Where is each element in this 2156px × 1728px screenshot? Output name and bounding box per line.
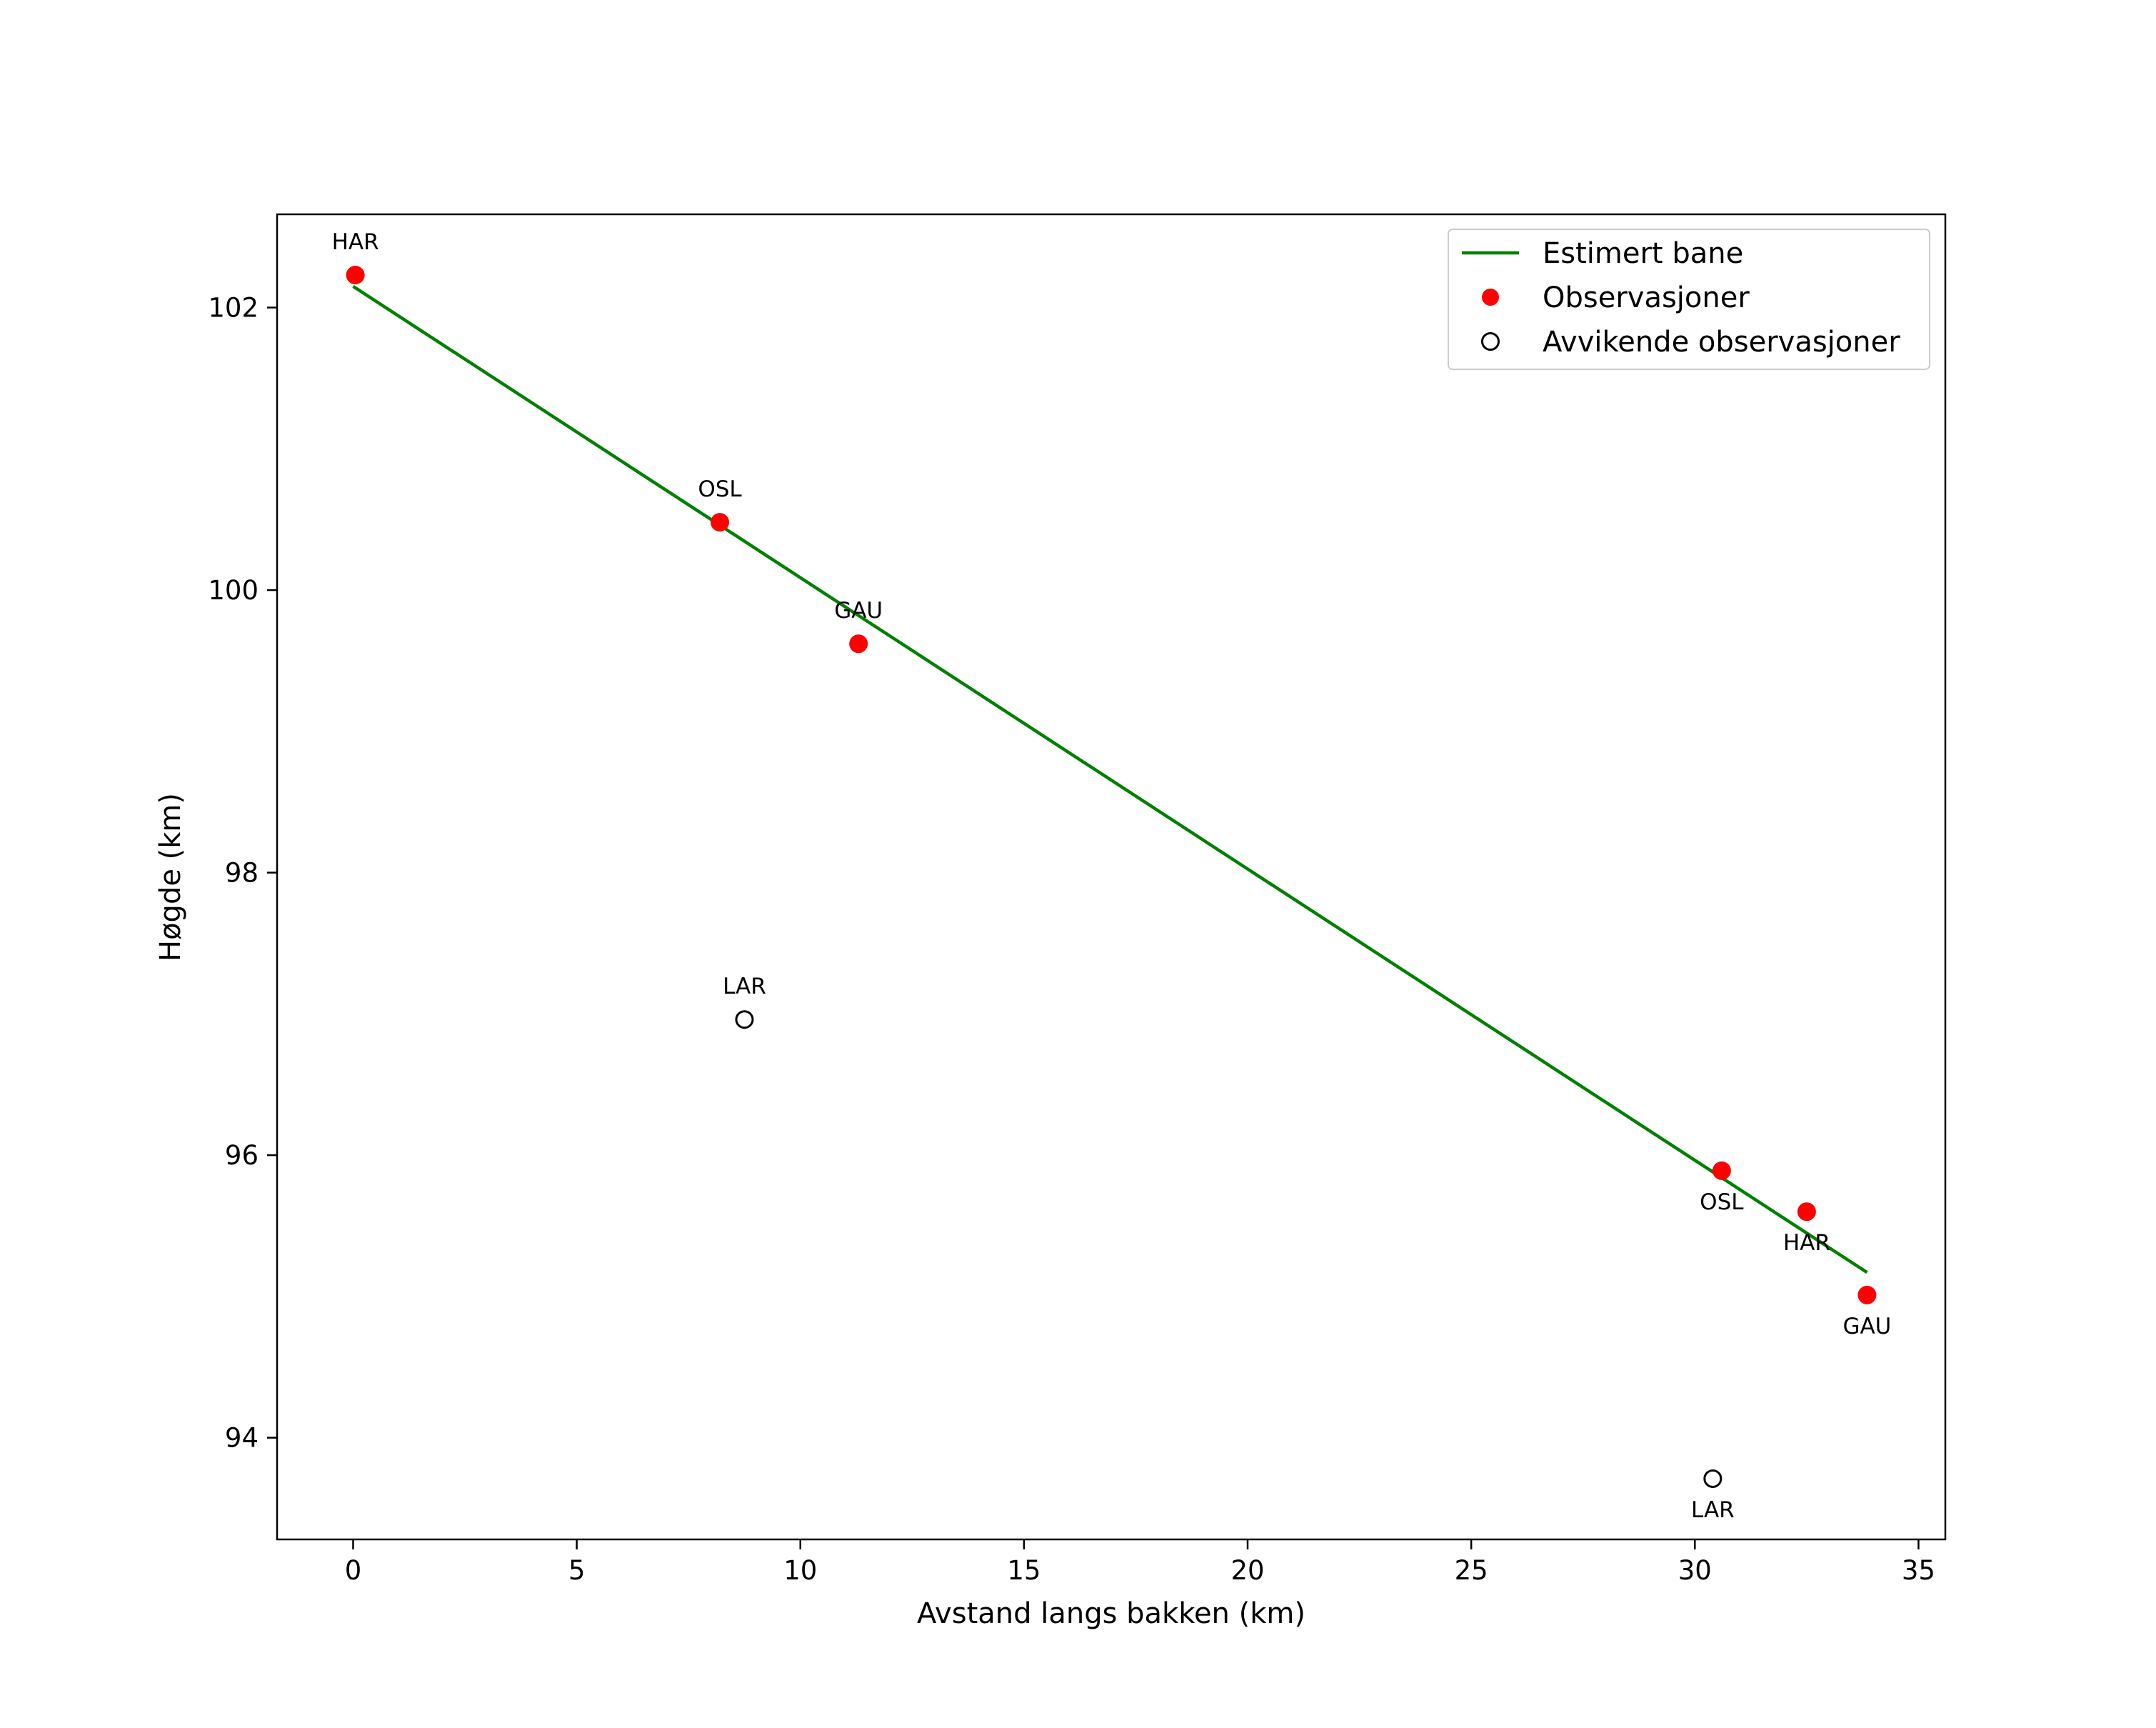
x-tick-label: 25 [1455,1555,1488,1586]
observation-label: GAU [834,598,883,624]
y-tick-label: 94 [225,1423,259,1454]
observation-label: OSL [698,476,742,502]
legend-observation-swatch [1482,289,1499,306]
legend-entry-outliers: Avvikende observasjoner [1543,326,1900,359]
outlier-point [735,1010,754,1029]
x-tick-label: 15 [1007,1555,1041,1586]
observation-point [346,266,365,285]
y-tick-label: 102 [208,293,259,324]
outlier-point [1703,1469,1723,1488]
x-tick-label: 35 [1902,1555,1935,1586]
x-tick-label: 10 [783,1555,817,1586]
plot-frame [276,213,1947,1541]
observation-point [849,634,868,654]
x-tick-label: 5 [568,1555,586,1586]
x-axis: 0 5 10 15 20 25 30 35 [345,1539,1935,1586]
x-tick-label: 0 [345,1555,362,1586]
x-tick-label: 20 [1230,1555,1264,1586]
legend-box [1448,229,1930,370]
legend: Estimert bane Observasjoner Avvikende ob… [1448,229,1930,370]
observation-label: GAU [1842,1314,1891,1339]
legend-entry-estimated-path: Estimert bane [1543,237,1743,270]
x-axis-label: Avstand langs bakken (km) [917,1597,1305,1630]
observation-point [711,513,730,532]
y-tick-label: 96 [225,1140,259,1171]
y-axis-label: Høgde (km) [154,793,187,962]
legend-entry-observations: Observasjoner [1543,281,1750,314]
y-tick-label: 98 [225,858,259,889]
outlier-label: LAR [1691,1497,1735,1523]
observation-point [1797,1202,1816,1222]
y-axis: 94 96 98 100 102 [208,293,277,1454]
plot-content: HAR OSL GAU OSL HAR GAU LAR LAR [332,229,1892,1523]
observation-point [1712,1161,1731,1180]
x-tick-label: 30 [1678,1555,1712,1586]
observation-label: OSL [1700,1189,1744,1215]
estimated-path-line [352,284,1868,1274]
observation-label: HAR [332,229,379,255]
outlier-label: LAR [723,974,766,999]
observation-label: HAR [1783,1230,1830,1256]
y-tick-label: 100 [208,575,259,606]
legend-outlier-swatch [1481,332,1500,351]
observation-point [1857,1285,1877,1304]
